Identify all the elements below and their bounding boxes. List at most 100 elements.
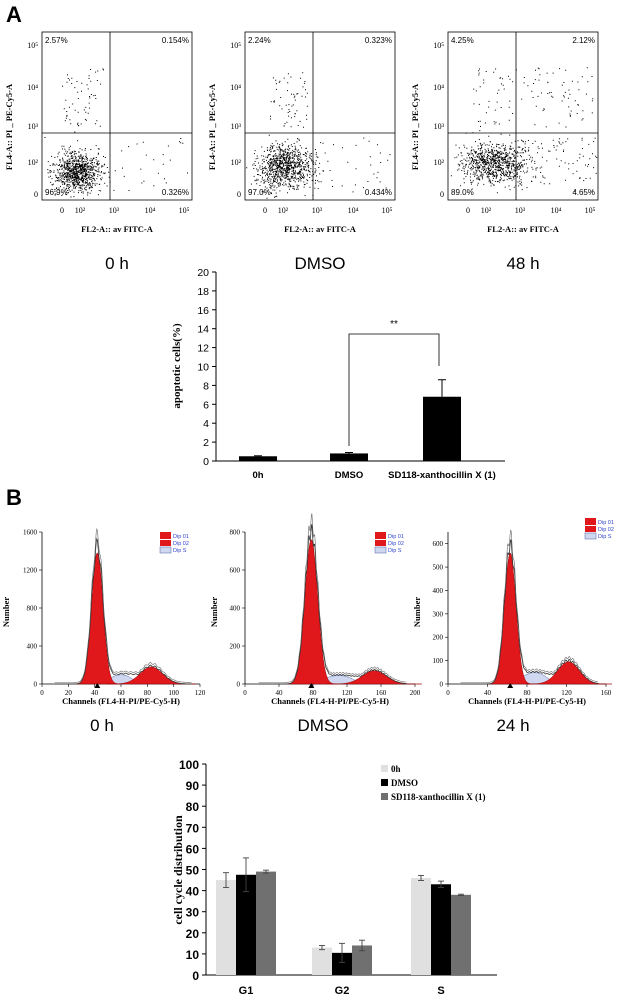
y-tick-label: 60 xyxy=(186,842,200,856)
x-tick-label: 120 xyxy=(561,689,572,697)
y-ticks: 0 2 4 6 8 10 12 14 16 18 20 xyxy=(197,267,216,468)
y-ticks: 0 200 400 600 800 xyxy=(230,529,245,689)
bar xyxy=(423,396,461,461)
y-tick: 10⁵ xyxy=(230,41,241,50)
x-tick: 10⁵ xyxy=(585,206,596,215)
x-ticks: 0 20 40 60 80 100 120 xyxy=(40,684,206,697)
y-tick: 0 xyxy=(237,190,241,199)
bar xyxy=(451,894,471,975)
legend-label: DMSO xyxy=(391,778,418,788)
category-label: DMSO xyxy=(335,470,364,481)
flow-scatter-48h: 4.25% 2.12% 89.0% 4.65% 10⁵ 10⁴ 10³ 10² … xyxy=(410,31,599,273)
y-tick-label: 4 xyxy=(203,418,209,430)
y-ticks: 0 100 200 300 400 500 600 xyxy=(433,540,448,689)
y-axis-label: apoptotic cells(%) xyxy=(171,323,183,409)
quadrant-lr: 4.65% xyxy=(572,188,595,197)
y-tick-label: 40 xyxy=(186,885,200,899)
legend-swatch-dips xyxy=(584,532,597,540)
y-tick-label: 500 xyxy=(433,564,444,572)
bar xyxy=(216,880,236,975)
x-tick: 10⁵ xyxy=(179,206,190,215)
legend-label: 0h xyxy=(391,764,401,774)
legend-swatch-dips xyxy=(374,546,387,554)
bar xyxy=(256,871,276,975)
histogram-legend: Dip 01 Dip 02 Dip S xyxy=(584,518,614,540)
legend-label-dip01: Dip 01 xyxy=(598,520,614,526)
y-axis-label: FL4-A:: PI _ PE-Cy5-A xyxy=(410,83,420,170)
y-tick-label: 300 xyxy=(433,610,444,618)
bars xyxy=(216,857,471,975)
y-tick: 10³ xyxy=(28,122,39,131)
x-tick: 0 xyxy=(263,206,267,215)
y-tick: 10³ xyxy=(231,122,242,131)
x-tick-label: 80 xyxy=(144,689,152,697)
x-tick: 10³ xyxy=(109,206,120,215)
cell-cycle-histogram-dmso: Dip 01 Dip 02 Dip S 0 200 400 600 800 0 40 80 1… xyxy=(209,513,422,735)
histogram-envelope-outer xyxy=(54,527,192,683)
y-tick: 0 xyxy=(440,190,444,199)
scatter-dots xyxy=(246,72,391,199)
chart-legend: 0h DMSO SD118-xanthocillin X (1) xyxy=(381,764,486,802)
x-axis-label: Channels (FL4-H-PI/PE-Cy5-H) xyxy=(271,696,389,706)
bar xyxy=(236,874,256,975)
g1-peak xyxy=(487,552,534,685)
quadrant-ur: 2.12% xyxy=(572,36,595,45)
y-tick: 10³ xyxy=(434,122,445,131)
y-tick-label: 100 xyxy=(433,657,444,665)
x-axis-label: FL2-A:: av FITC-A xyxy=(487,224,560,234)
y-tick-label: 14 xyxy=(197,324,209,336)
y-tick: 10⁴ xyxy=(27,83,38,92)
y-tick: 10⁴ xyxy=(433,83,444,92)
legend-label-dip02: Dip 02 xyxy=(173,541,189,547)
y-tick-label: 30 xyxy=(186,906,200,920)
cell-cycle-bar-chart: 0 10 20 30 40 50 60 70 80 90 100 G1 G2 S 0h DMSO SD118… xyxy=(171,758,497,997)
x-tick: 10² xyxy=(481,206,492,215)
y-tick-label: 1200 xyxy=(23,567,38,575)
x-axis-label: FL2-A:: av FITC-A xyxy=(284,224,357,234)
legend-swatch-dip02 xyxy=(375,540,386,546)
x-tick-label: 20 xyxy=(65,689,73,697)
y-tick: 10⁴ xyxy=(230,83,241,92)
y-tick-label: 100 xyxy=(179,758,199,772)
peak-marker-icon xyxy=(507,683,514,688)
quadrant-lr: 0.326% xyxy=(162,188,189,197)
x-tick: 10⁴ xyxy=(145,206,156,215)
quadrant-ll: 97.0% xyxy=(248,188,271,197)
y-tick-label: 600 xyxy=(433,540,444,548)
bar xyxy=(411,877,431,975)
y-tick-label: 0 xyxy=(440,681,444,689)
histogram-envelope xyxy=(54,537,192,685)
y-tick-label: 200 xyxy=(230,643,241,651)
legend-swatch xyxy=(381,793,388,800)
y-tick-label: 800 xyxy=(230,529,241,537)
scatter-cloud-dots xyxy=(246,72,391,199)
category-label: SD118-xanthocillin X (1) xyxy=(388,470,496,481)
legend-label: SD118-xanthocillin X (1) xyxy=(391,792,486,802)
category-label: 0h xyxy=(252,470,263,481)
y-tick: 10⁵ xyxy=(433,41,444,50)
apoptosis-bar-chart: 0 2 4 6 8 10 12 14 16 18 20 0h DMSO SD118-xanthocill… xyxy=(171,267,505,481)
time-label: 24 h xyxy=(496,716,529,735)
y-tick-label: 2 xyxy=(203,437,209,449)
x-axis-label: Channels (FL4-H-PI/PE-Cy5-H) xyxy=(62,696,180,706)
legend-swatch-dip01 xyxy=(375,532,386,539)
time-label: DMSO xyxy=(295,254,346,273)
y-tick-label: 10 xyxy=(186,948,200,962)
quadrant-ul: 4.25% xyxy=(451,36,474,45)
y-tick-label: 90 xyxy=(186,779,200,793)
x-tick: 0 xyxy=(466,206,470,215)
quadrant-ul: 2.57% xyxy=(45,36,68,45)
g1-peak xyxy=(285,539,337,685)
x-tick: 10⁴ xyxy=(551,206,562,215)
y-tick-label: 400 xyxy=(230,605,241,613)
y-tick: 10² xyxy=(434,158,445,167)
y-tick-label: 18 xyxy=(197,286,209,298)
bar xyxy=(330,453,368,461)
x-tick: 10³ xyxy=(515,206,526,215)
histogram-envelope-outer xyxy=(258,513,407,683)
x-ticks: 0 40 80 120 160 200 xyxy=(243,684,421,697)
y-tick-label: 800 xyxy=(27,605,38,613)
y-tick: 0 xyxy=(34,190,38,199)
category-label: S xyxy=(437,985,444,997)
